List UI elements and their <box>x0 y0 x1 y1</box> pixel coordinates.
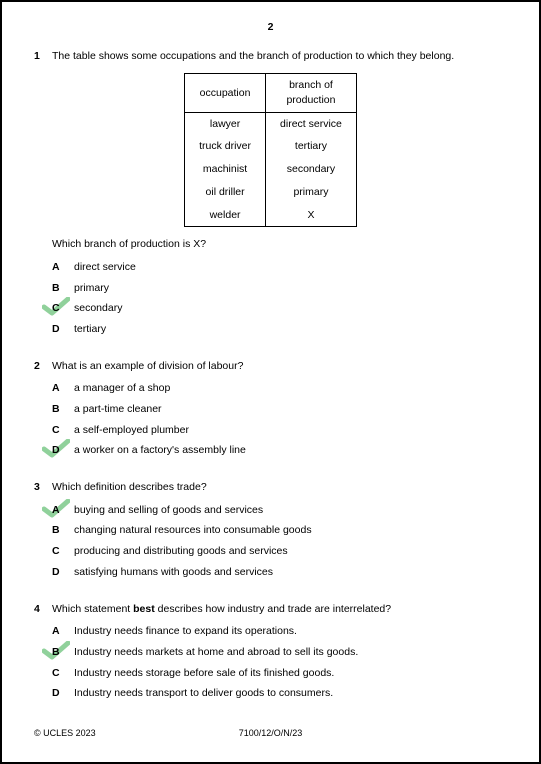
option-row: Csecondary <box>52 301 507 316</box>
table-cell: lawyer <box>185 112 266 135</box>
option-letter: D <box>52 565 74 580</box>
options-list: Aa manager of a shopBa part-time cleaner… <box>34 381 507 458</box>
question-stem: Which definition describes trade? <box>52 480 507 495</box>
table-cell: X <box>266 204 357 227</box>
option-letter: A <box>52 503 74 518</box>
option-letter: D <box>52 322 74 337</box>
question: 2What is an example of division of labou… <box>34 359 507 458</box>
options-list: Abuying and selling of goods and service… <box>34 503 507 580</box>
option-text: a self-employed plumber <box>74 423 507 438</box>
table-cell: secondary <box>266 158 357 181</box>
option-letter: A <box>52 624 74 639</box>
question-number: 1 <box>34 49 52 64</box>
question-stem: What is an example of division of labour… <box>52 359 507 374</box>
option-text: Industry needs storage before sale of it… <box>74 666 507 681</box>
option-text: changing natural resources into consumab… <box>74 523 507 538</box>
option-letter: B <box>52 523 74 538</box>
options-list: Adirect serviceBprimaryCsecondaryDtertia… <box>34 260 507 337</box>
table-header: occupation <box>185 74 266 112</box>
option-row: Bprimary <box>52 281 507 296</box>
option-letter: C <box>52 301 74 316</box>
option-row: DIndustry needs transport to deliver goo… <box>52 686 507 701</box>
table-row: truck drivertertiary <box>185 135 357 158</box>
option-text: direct service <box>74 260 507 275</box>
option-row: Bchanging natural resources into consuma… <box>52 523 507 538</box>
option-letter: B <box>52 402 74 417</box>
table-row: welderX <box>185 204 357 227</box>
question-number: 4 <box>34 602 52 617</box>
table-cell: machinist <box>185 158 266 181</box>
option-letter: A <box>52 260 74 275</box>
option-text: a manager of a shop <box>74 381 507 396</box>
option-letter: B <box>52 281 74 296</box>
option-text: satisfying humans with goods and service… <box>74 565 507 580</box>
table-cell: primary <box>266 181 357 204</box>
table-cell: oil driller <box>185 181 266 204</box>
option-text: buying and selling of goods and services <box>74 503 507 518</box>
question: 4Which statement best describes how indu… <box>34 602 507 701</box>
option-row: Cproducing and distributing goods and se… <box>52 544 507 559</box>
option-row: CIndustry needs storage before sale of i… <box>52 666 507 681</box>
option-row: Ba part-time cleaner <box>52 402 507 417</box>
question-number: 2 <box>34 359 52 374</box>
option-row: Ca self-employed plumber <box>52 423 507 438</box>
option-row: Abuying and selling of goods and service… <box>52 503 507 518</box>
page-number: 2 <box>34 20 507 35</box>
table-cell: welder <box>185 204 266 227</box>
option-row: AIndustry needs finance to expand its op… <box>52 624 507 639</box>
table-header: branch ofproduction <box>266 74 357 112</box>
question: 3Which definition describes trade? Abuyin… <box>34 480 507 579</box>
option-letter: A <box>52 381 74 396</box>
option-row: Dtertiary <box>52 322 507 337</box>
option-row: BIndustry needs markets at home and abro… <box>52 645 507 660</box>
footer-right <box>349 727 507 740</box>
occupation-table-wrap: occupationbranch ofproductionlawyerdirec… <box>34 73 507 227</box>
option-row: Dsatisfying humans with goods and servic… <box>52 565 507 580</box>
question-stem: Which statement best describes how indus… <box>52 602 507 617</box>
table-cell: truck driver <box>185 135 266 158</box>
option-letter: C <box>52 423 74 438</box>
question-number: 3 <box>34 480 52 495</box>
option-row: Adirect service <box>52 260 507 275</box>
footer-paper-code: 7100/12/O/N/23 <box>192 727 350 740</box>
page-footer: © UCLES 2023 7100/12/O/N/23 <box>34 727 507 740</box>
option-row: Aa manager of a shop <box>52 381 507 396</box>
option-text: producing and distributing goods and ser… <box>74 544 507 559</box>
option-text: Industry needs transport to deliver good… <box>74 686 507 701</box>
option-letter: D <box>52 686 74 701</box>
exam-page: 2 1The table shows some occupations and … <box>0 0 541 764</box>
table-row: machinistsecondary <box>185 158 357 181</box>
question: 1The table shows some occupations and th… <box>34 49 507 337</box>
table-cell: tertiary <box>266 135 357 158</box>
footer-copyright: © UCLES 2023 <box>34 727 192 740</box>
option-text: Industry needs markets at home and abroa… <box>74 645 507 660</box>
option-row: Da worker on a factory's assembly line <box>52 443 507 458</box>
table-row: lawyerdirect service <box>185 112 357 135</box>
option-letter: C <box>52 666 74 681</box>
option-letter: C <box>52 544 74 559</box>
table-row: oil drillerprimary <box>185 181 357 204</box>
option-text: tertiary <box>74 322 507 337</box>
option-text: Industry needs finance to expand its ope… <box>74 624 507 639</box>
question-substem: Which branch of production is X? <box>34 237 507 252</box>
option-text: a worker on a factory's assembly line <box>74 443 507 458</box>
occupation-table: occupationbranch ofproductionlawyerdirec… <box>184 73 357 227</box>
option-text: a part-time cleaner <box>74 402 507 417</box>
option-letter: B <box>52 645 74 660</box>
question-stem: The table shows some occupations and the… <box>52 49 507 64</box>
table-cell: direct service <box>266 112 357 135</box>
option-text: primary <box>74 281 507 296</box>
questions-container: 1The table shows some occupations and th… <box>34 49 507 701</box>
option-letter: D <box>52 443 74 458</box>
option-text: secondary <box>74 301 507 316</box>
options-list: AIndustry needs finance to expand its op… <box>34 624 507 701</box>
